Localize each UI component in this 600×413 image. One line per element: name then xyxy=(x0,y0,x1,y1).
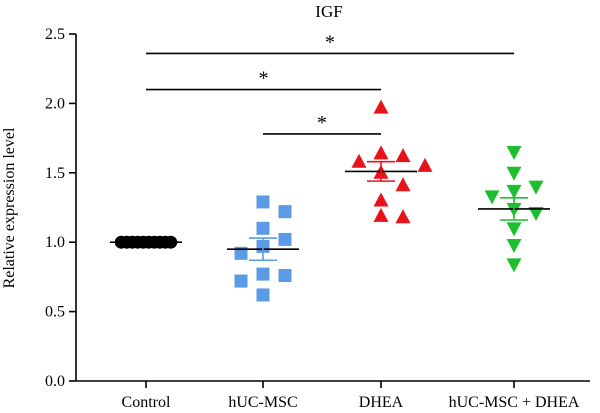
data-point xyxy=(506,222,522,237)
data-point xyxy=(506,166,522,181)
data-point xyxy=(373,192,389,207)
data-point xyxy=(373,207,389,222)
mean-sem-bars xyxy=(110,160,550,262)
data-points xyxy=(114,99,544,302)
data-point xyxy=(395,177,411,192)
data-point xyxy=(395,148,411,163)
data-point xyxy=(278,269,292,283)
x-tick-label: Control xyxy=(122,394,171,411)
significance-brackets: * * * xyxy=(146,31,514,135)
data-point xyxy=(417,157,433,172)
y-tick-label: 1.5 xyxy=(45,165,65,182)
data-point xyxy=(506,145,522,160)
y-tick-label: 1.0 xyxy=(45,234,65,251)
data-point xyxy=(506,184,522,199)
data-point xyxy=(234,274,248,288)
axes xyxy=(75,34,590,382)
data-point xyxy=(484,190,500,205)
data-point xyxy=(506,258,522,273)
x-tick-label: hUC-MSC xyxy=(228,394,297,411)
significance-star: * xyxy=(325,31,335,53)
data-point xyxy=(395,209,411,224)
y-axis-label: Relative expression level xyxy=(1,127,18,288)
x-axis-labels: Control hUC-MSC DHEA hUC-MSC + DHEA xyxy=(122,381,580,411)
data-point xyxy=(256,195,270,209)
data-point xyxy=(256,267,270,281)
x-tick-label: DHEA xyxy=(359,394,404,411)
data-point xyxy=(256,221,270,235)
data-point xyxy=(278,205,292,219)
significance-star: * xyxy=(259,68,269,90)
data-point xyxy=(528,180,544,195)
data-point xyxy=(506,238,522,253)
y-tick-label: 2.0 xyxy=(45,95,65,112)
chart-title: IGF xyxy=(315,2,342,21)
data-point xyxy=(373,145,389,160)
data-point xyxy=(528,207,544,222)
data-point xyxy=(234,246,248,260)
data-point xyxy=(256,288,270,302)
y-tick-label: 0.0 xyxy=(45,373,65,390)
significance-star: * xyxy=(317,112,327,134)
y-tick-label: 2.5 xyxy=(45,26,65,43)
y-tick-label: 0.5 xyxy=(45,304,65,321)
data-point xyxy=(278,232,292,246)
data-point xyxy=(351,153,367,168)
y-axis-ticks: 0.0 0.5 1.0 1.5 2.0 2.5 xyxy=(45,26,76,390)
data-point xyxy=(373,99,389,114)
x-tick-label: hUC-MSC + DHEA xyxy=(449,394,580,411)
